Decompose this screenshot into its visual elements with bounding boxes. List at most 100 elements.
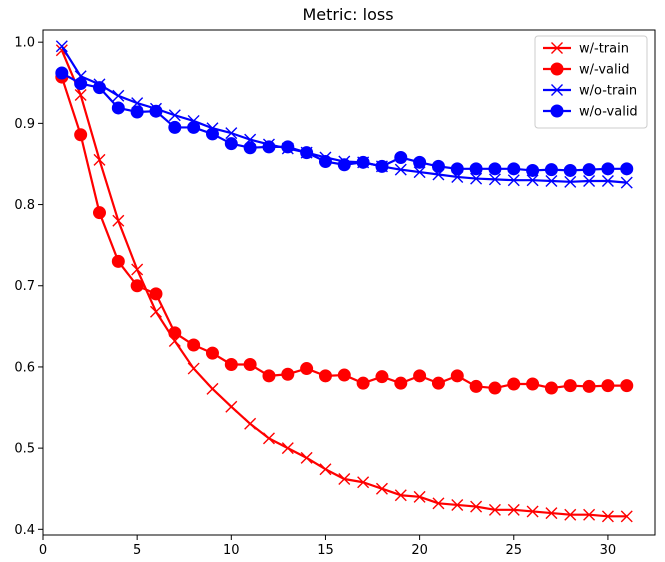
data-point-w-o-train [601,175,614,188]
data-point-w-o-valid [130,105,144,119]
data-point-w-o-valid [544,163,558,177]
data-point-w-o-valid [205,127,219,141]
data-point-w-o-train [507,174,520,187]
y-tick-label: 0.5 [14,442,35,457]
data-point-w-o-valid [243,141,257,155]
data-point-w-train [451,498,464,511]
data-point-w-o-valid [601,162,615,176]
data-point-w-o-train [545,175,558,188]
data-point-w-train [225,400,238,413]
data-point-w-valid [620,379,634,393]
legend-label-w-o-train: w/o-train [579,84,637,99]
data-point-w-train [357,476,370,489]
data-point-w-train [149,305,162,318]
data-point-w-o-train [583,175,596,188]
data-point-w-valid [318,369,332,383]
data-point-w-o-valid [488,162,502,176]
data-point-w-valid [488,381,502,395]
data-point-w-train [300,451,313,464]
data-point-w-o-valid [300,146,314,160]
series-layer [55,40,634,523]
data-point-w-valid [205,346,219,360]
data-point-w-o-valid [74,77,88,91]
data-point-w-o-train [526,174,539,187]
legend-marker-w-o-train [551,84,563,96]
data-point-w-o-valid [469,162,483,176]
data-point-w-valid [469,379,483,393]
data-point-w-o-valid [92,81,106,95]
series-w-valid [55,70,634,395]
data-point-w-train [319,463,332,476]
data-point-w-valid [168,326,182,340]
data-point-w-train [187,362,200,375]
x-tick-label: 15 [317,543,334,558]
data-point-w-o-valid [318,155,332,169]
data-point-w-o-valid [526,163,540,177]
data-point-w-train [131,263,144,276]
data-point-w-valid [130,279,144,293]
data-point-w-valid [507,377,521,391]
data-point-w-o-valid [262,140,276,154]
data-point-w-o-valid [168,120,182,134]
y-tick-label: 0.6 [14,360,35,375]
y-tick-label: 0.7 [14,279,35,294]
data-point-w-o-valid [507,162,521,176]
x-tick-label: 0 [39,543,47,558]
data-point-w-valid [601,379,615,393]
data-point-w-valid [431,376,445,390]
data-point-w-train [375,482,388,495]
x-tick-label: 20 [411,543,428,558]
data-point-w-valid [111,254,125,268]
data-point-w-valid [413,369,427,383]
data-point-w-valid [356,376,370,390]
data-point-w-o-valid [55,66,69,80]
data-point-w-train [112,214,125,227]
data-point-w-valid [243,358,257,372]
x-tick-label: 25 [505,543,522,558]
data-point-w-o-valid [582,163,596,177]
data-point-w-o-train [112,89,125,102]
data-point-w-train [545,507,558,520]
data-point-w-o-train [55,40,68,53]
axes-frame [42,29,656,536]
data-point-w-o-valid [224,137,238,151]
data-point-w-train [394,489,407,502]
data-point-w-o-train [413,166,426,179]
legend-marker-w-o-valid [550,104,564,118]
data-point-w-train [432,497,445,510]
data-point-w-o-valid [111,101,125,115]
data-point-w-o-train [168,109,181,122]
x-tick-label: 30 [600,543,617,558]
data-point-w-valid [281,367,295,381]
data-point-w-valid [224,358,238,372]
data-point-w-valid [544,381,558,395]
x-tick-label: 10 [223,543,240,558]
data-point-w-o-valid [337,158,351,172]
series-w-o-valid [55,66,634,177]
data-point-w-train [206,382,219,395]
data-point-w-valid [187,338,201,352]
y-tick-label: 0.8 [14,198,35,213]
data-point-w-o-valid [431,159,445,173]
data-point-w-valid [375,370,389,384]
data-point-w-train [526,505,539,518]
data-point-w-train [620,510,633,523]
legend: w/-train w/-valid w/o-train w/o-valid [534,35,648,129]
data-point-w-valid [394,376,408,390]
data-point-w-o-valid [620,162,634,176]
data-point-w-valid [92,206,106,220]
data-point-w-o-valid [450,162,464,176]
data-point-w-valid [337,368,351,382]
data-point-w-o-valid [149,104,163,118]
data-point-w-valid [563,379,577,393]
data-point-w-o-train [564,175,577,188]
data-point-w-o-valid [563,163,577,177]
legend-label-w-train: w/-train [579,42,629,57]
data-point-w-train [507,503,520,516]
legend-marker-w-valid [550,62,564,76]
data-point-w-valid [526,377,540,391]
data-point-w-o-valid [375,159,389,173]
data-point-w-o-valid [356,155,370,169]
data-point-w-train [281,442,294,455]
